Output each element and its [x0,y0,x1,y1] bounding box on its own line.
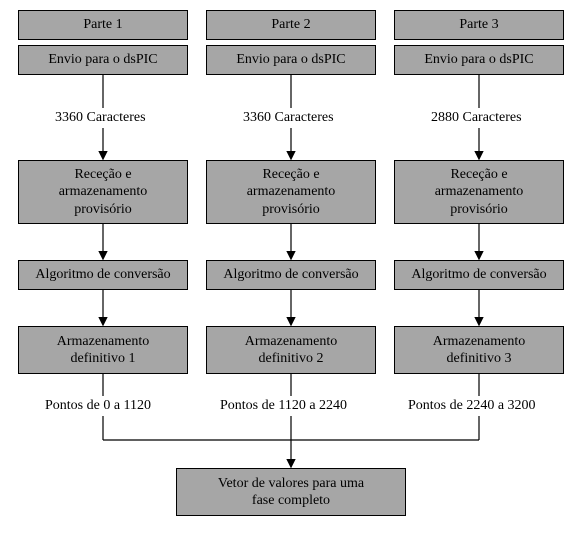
armaz-l2: definitivo 1 [71,350,136,368]
envio-text: Envio para o dsPIC [424,51,533,69]
final-l1: Vetor de valores para uma [218,475,364,493]
armaz-box: Armazenamento definitivo 2 [206,326,376,374]
final-box: Vetor de valores para uma fase completo [176,468,406,516]
rececao-l2: armazenamento [247,183,336,201]
envio-box: Envio para o dsPIC [18,45,188,75]
algoritmo-text: Algoritmo de conversão [411,266,546,284]
rececao-box: Receção e armazenamento provisório [18,160,188,224]
algoritmo-box: Algoritmo de conversão [394,260,564,290]
armaz-box: Armazenamento definitivo 3 [394,326,564,374]
header-text: Parte 1 [83,16,122,34]
armaz-l2: definitivo 3 [447,350,512,368]
header-box: Parte 3 [394,10,564,40]
envio-box: Envio para o dsPIC [394,45,564,75]
envio-box: Envio para o dsPIC [206,45,376,75]
char-label-3: 2880 Caracteres [431,110,522,126]
char-label-1: 3360 Caracteres [55,110,146,126]
algoritmo-box: Algoritmo de conversão [206,260,376,290]
rececao-l1: Receção e [262,166,319,184]
algoritmo-box: Algoritmo de conversão [18,260,188,290]
armaz-l2: definitivo 2 [259,350,324,368]
rececao-l2: armazenamento [435,183,524,201]
armaz-l1: Armazenamento [57,333,150,351]
rececao-box: Receção e armazenamento provisório [206,160,376,224]
rececao-l1: Receção e [450,166,507,184]
rececao-l3: provisório [450,201,508,219]
pontos-label-3: Pontos de 2240 a 3200 [408,398,536,414]
header-box: Parte 1 [18,10,188,40]
rececao-l3: provisório [74,201,132,219]
pontos-label-1: Pontos de 0 a 1120 [45,398,151,414]
rececao-l3: provisório [262,201,320,219]
pontos-label-2: Pontos de 1120 a 2240 [220,398,347,414]
armaz-l1: Armazenamento [245,333,338,351]
rececao-box: Receção e armazenamento provisório [394,160,564,224]
algoritmo-text: Algoritmo de conversão [35,266,170,284]
algoritmo-text: Algoritmo de conversão [223,266,358,284]
armaz-box: Armazenamento definitivo 1 [18,326,188,374]
header-text: Parte 3 [459,16,498,34]
rececao-l1: Receção e [74,166,131,184]
rececao-l2: armazenamento [59,183,148,201]
header-box: Parte 2 [206,10,376,40]
char-label-2: 3360 Caracteres [243,110,334,126]
armaz-l1: Armazenamento [433,333,526,351]
envio-text: Envio para o dsPIC [236,51,345,69]
header-text: Parte 2 [271,16,310,34]
envio-text: Envio para o dsPIC [48,51,157,69]
final-l2: fase completo [252,492,330,510]
